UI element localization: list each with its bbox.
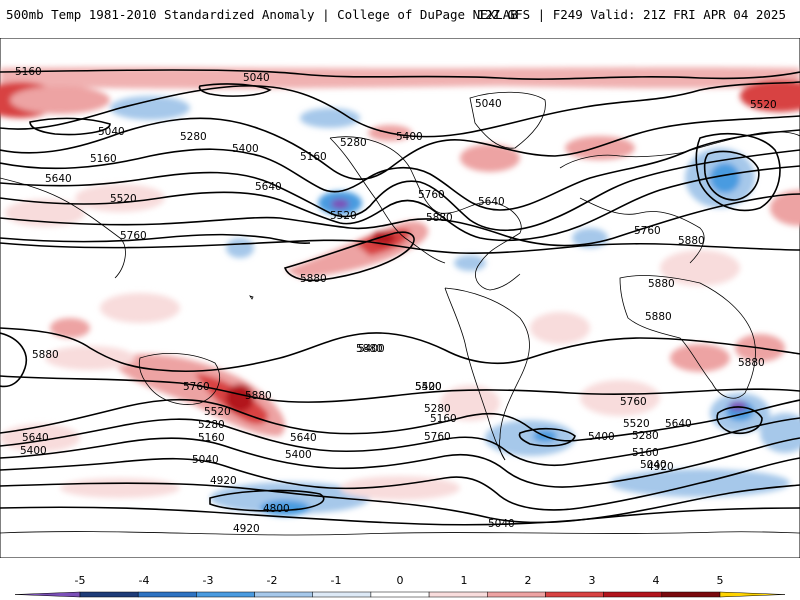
- contour-label: 5640: [478, 196, 505, 208]
- colorbar-tick-label: 3: [589, 574, 596, 587]
- contour-label: 5400: [396, 131, 423, 143]
- colorbar-segment: [196, 591, 255, 598]
- colorbar-tick-label: -4: [139, 574, 150, 587]
- contour-label: 5400: [415, 381, 442, 393]
- contour-label: 5040: [98, 126, 125, 138]
- contour-label: 5640: [665, 418, 692, 430]
- colorbar-segment: [137, 591, 197, 598]
- contour-label: 5160: [198, 432, 225, 444]
- colorbar-tick-label: 2: [525, 574, 532, 587]
- colorbar-tick-labels: -5 -4 -3 -2 -1 0 1 2 3 4 5: [75, 574, 724, 587]
- contour-label: 5760: [183, 381, 210, 393]
- colorbar-segment: [603, 591, 663, 598]
- header: 500mb Temp 1981-2010 Standardized Anomal…: [0, 0, 800, 30]
- contour-label: 5280: [424, 403, 451, 415]
- contour-label: 5400: [20, 445, 47, 457]
- colorbar-tick-label: 1: [461, 574, 468, 587]
- contour-label: 5520: [750, 99, 777, 111]
- contour-label: 5040: [488, 518, 515, 530]
- contour-label: 5880: [738, 357, 765, 369]
- colorbar-arrow-high: [719, 591, 786, 598]
- contour-label: 5880: [32, 349, 59, 361]
- contour-label: 5640: [45, 173, 72, 185]
- colorbar-tick-label: -5: [75, 574, 86, 587]
- contour-label: 4920: [210, 475, 237, 487]
- colorbar-tick-label: 5: [717, 574, 724, 587]
- contour-label: 5160: [15, 66, 42, 78]
- anomaly-map: 5160 5040 5040 5280 5400 5160 5280 5040 …: [0, 38, 800, 558]
- contour-label: 5160: [90, 153, 117, 165]
- contour-label: 5640: [22, 432, 49, 444]
- contour-label: 5160: [632, 447, 659, 459]
- colorbar-segment: [79, 591, 139, 598]
- contour-label: 5760: [424, 431, 451, 443]
- contour-label: 5880: [245, 390, 272, 402]
- contour-label: 5400: [358, 343, 385, 355]
- contour-label: 5520: [623, 418, 650, 430]
- contour-label: 5280: [340, 137, 367, 149]
- contour-label: 5520: [330, 210, 357, 222]
- contour-label: 5880: [645, 311, 672, 323]
- contour-label: 5520: [415, 381, 442, 393]
- contour-label: 5880: [426, 212, 453, 224]
- contour-label: 5280: [198, 419, 225, 431]
- contour-labels: 5160 5040 5040 5280 5400 5160 5280 5040 …: [15, 66, 777, 535]
- contour-label: 5040: [475, 98, 502, 110]
- colorbar-arrow-low: [14, 591, 81, 598]
- colorbar-segment: [254, 591, 313, 598]
- colorbar-segment: [487, 591, 546, 598]
- contour-label: 5640: [255, 181, 282, 193]
- map-title: 500mb Temp 1981-2010 Standardized Anomal…: [6, 7, 518, 22]
- colorbar-segment: [661, 591, 721, 598]
- contour-label: 5880: [648, 278, 675, 290]
- colorbar-segment: [545, 591, 604, 598]
- contour-label: 5280: [180, 131, 207, 143]
- colorbar-tick-label: -3: [203, 574, 214, 587]
- colorbar-segment: [312, 591, 372, 598]
- contour-label: 4920: [233, 523, 260, 535]
- contour-label: 5040: [243, 72, 270, 84]
- contour-label: 5880: [356, 343, 383, 355]
- contour-label: 5880: [678, 235, 705, 247]
- contour-label: 5280: [632, 430, 659, 442]
- colorbar-segments: [14, 591, 786, 598]
- contour-label: 5640: [290, 432, 317, 444]
- contour-label: 4800: [263, 503, 290, 515]
- contour-label: 5760: [634, 225, 661, 237]
- contour-label: 4920: [647, 461, 674, 473]
- colorbar-segment: [428, 591, 488, 598]
- contour-label: 5520: [110, 193, 137, 205]
- contour-label: 5760: [120, 230, 147, 242]
- contour-label: 5520: [204, 406, 231, 418]
- colorbar-tick-label: -1: [331, 574, 342, 587]
- anomaly-colorbar: -5 -4 -3 -2 -1 0 1 2 3 4 5: [14, 574, 786, 598]
- contour-label: 5400: [232, 143, 259, 155]
- contour-label: 5400: [588, 431, 615, 443]
- contour-label: 5040: [192, 454, 219, 466]
- contour-label: 5040: [640, 459, 667, 471]
- contour-label: 5160: [430, 413, 457, 425]
- contour-label: 5760: [620, 396, 647, 408]
- contour-label: 5400: [285, 449, 312, 461]
- model-run-info: 12Z GFS | F249 Valid: 21Z FRI APR 04 202…: [477, 7, 786, 22]
- colorbar-tick-label: -2: [267, 574, 278, 587]
- contour-label: 5160: [300, 151, 327, 163]
- height-contours: [0, 69, 800, 526]
- contour-label: 5760: [418, 189, 445, 201]
- colorbar-segment: [370, 591, 430, 598]
- contour-label: 5880: [300, 273, 327, 285]
- colorbar-tick-label: 4: [653, 574, 660, 587]
- colorbar-tick-label: 0: [397, 574, 404, 587]
